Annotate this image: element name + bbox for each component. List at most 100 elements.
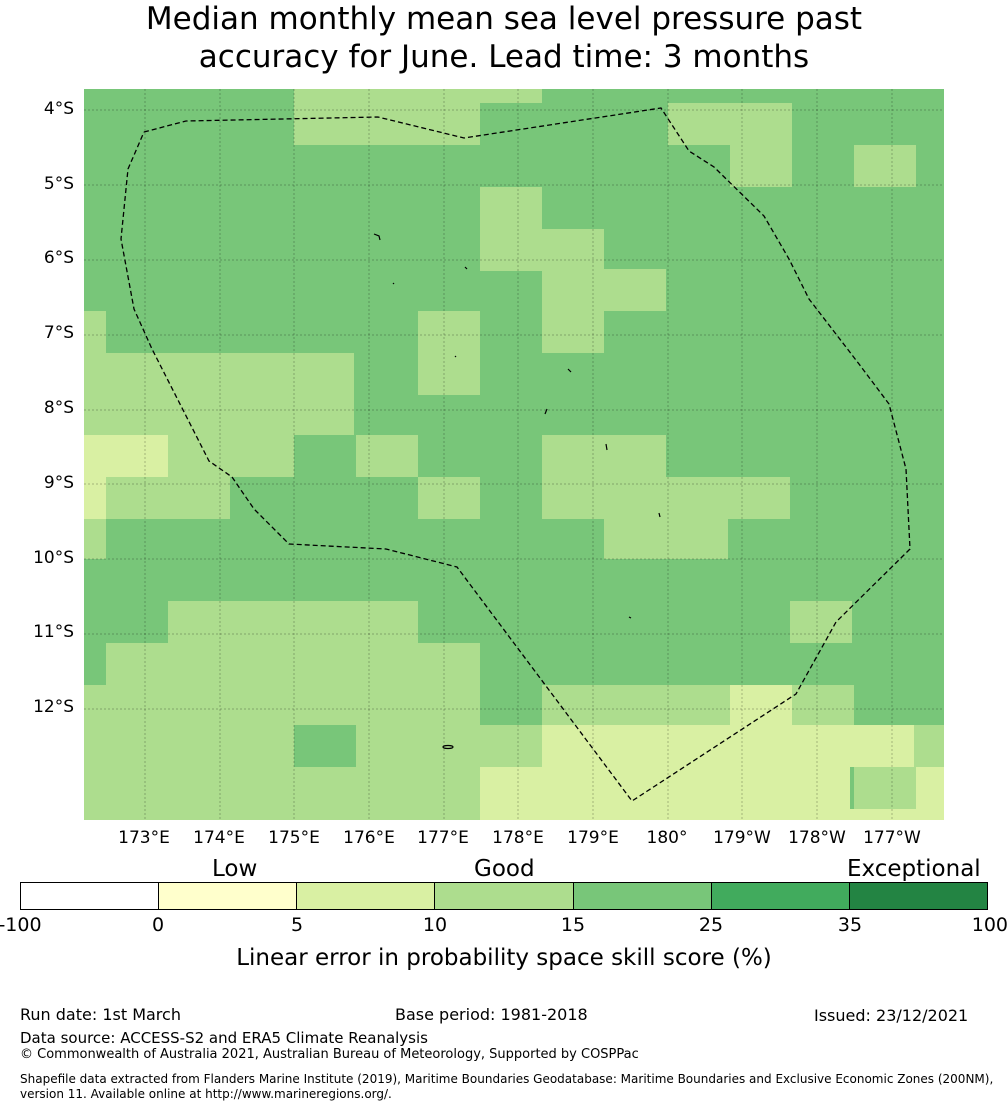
skill-cell (854, 767, 916, 809)
skill-score-map (84, 89, 944, 820)
island-outline (605, 443, 608, 451)
skill-cell (480, 229, 604, 271)
skill-cell (294, 103, 480, 145)
skill-cell (542, 435, 666, 477)
lon-label: 178°W (788, 828, 846, 848)
island-outline (544, 408, 548, 415)
skill-cell (542, 269, 666, 311)
lat-label: 9°S (43, 473, 74, 493)
colorbar (20, 882, 988, 910)
title-line-1: Median monthly mean sea level pressure p… (145, 1, 863, 37)
skill-cell (542, 311, 604, 353)
base-period: Base period: 1981-2018 (395, 1005, 588, 1024)
lon-label: 176°E (343, 828, 395, 848)
skill-cell (84, 767, 480, 820)
skill-cell (542, 685, 730, 725)
lat-label: 7°S (43, 323, 74, 343)
lon-label: 179°E (567, 828, 619, 848)
island-outlines (373, 233, 661, 750)
skill-cell (168, 435, 294, 477)
colorbar-segment (159, 883, 298, 909)
skill-cell (850, 809, 944, 820)
skill-cell (542, 725, 914, 767)
skill-cell (730, 145, 792, 187)
graticule-lines (84, 89, 944, 820)
skill-cell (790, 601, 852, 643)
colorbar-segment (435, 883, 574, 909)
lon-label: 178°E (492, 828, 544, 848)
island-outline (392, 282, 395, 285)
colorbar-segment (297, 883, 436, 909)
lon-label: 174°E (193, 828, 245, 848)
skill-cell (730, 685, 792, 725)
lon-label: 177°W (863, 828, 921, 848)
map-panel (84, 89, 944, 820)
lat-label: 5°S (43, 174, 74, 194)
island-outline (628, 616, 632, 619)
copyright-notice: © Commonwealth of Australia 2021, Austra… (20, 1047, 639, 1062)
shapefile-credit-line-1: Shapefile data extracted from Flanders M… (20, 1072, 994, 1086)
lon-label: 175°E (268, 828, 320, 848)
skill-cell (668, 103, 792, 145)
island-outline (567, 368, 572, 373)
skill-grid-cells (84, 89, 944, 820)
skill-cell (418, 311, 480, 395)
colorbar-segment (849, 883, 987, 909)
issued-date: Issued: 23/12/2021 (814, 1006, 969, 1025)
skill-cell (294, 725, 356, 767)
skill-cell (418, 477, 480, 519)
lon-label: 177°E (417, 828, 469, 848)
island-outline (464, 266, 468, 270)
skill-cell (480, 767, 850, 820)
island-outline (373, 233, 381, 241)
skill-cell (792, 685, 854, 725)
colorbar-tick: 100 (971, 914, 1008, 936)
lon-label: 173°E (118, 828, 170, 848)
colorbar-tick: 0 (151, 914, 165, 936)
colorbar-category-good: Good (474, 856, 535, 882)
lat-label: 8°S (43, 398, 74, 418)
skill-cell (854, 145, 916, 187)
skill-cell (84, 477, 106, 519)
lat-label: 11°S (33, 622, 74, 642)
colorbar-tick: 15 (560, 914, 586, 936)
skill-cell (914, 725, 944, 767)
skill-cell (106, 643, 480, 685)
skill-cell (168, 601, 418, 643)
skill-cell (106, 477, 230, 519)
lat-label: 4°S (43, 99, 74, 119)
island-outline (658, 512, 661, 518)
colorbar-tick: 35 (837, 914, 863, 936)
lat-label: 10°S (33, 548, 74, 568)
colorbar-segment (711, 883, 850, 909)
colorbar-category-exceptional: Exceptional (847, 856, 981, 882)
colorbar-tick: 5 (290, 914, 304, 936)
skill-cell (84, 435, 168, 477)
island-outline (442, 744, 454, 750)
title-line-2: accuracy for June. Lead time: 3 months (198, 39, 810, 75)
skill-cell (604, 519, 728, 559)
data-source: Data source: ACCESS-S2 and ERA5 Climate … (20, 1029, 428, 1047)
skill-cell (84, 353, 354, 435)
map-title: Median monthly mean sea level pressure p… (0, 0, 1008, 76)
skill-cell (542, 477, 790, 519)
lat-label: 12°S (33, 697, 74, 717)
lon-label: 179°W (713, 828, 771, 848)
skill-cell (294, 89, 542, 103)
colorbar-axis-label: Linear error in probability space skill … (236, 945, 772, 971)
skill-cell (84, 519, 106, 559)
run-date: Run date: 1st March (20, 1005, 181, 1024)
skill-cell (356, 435, 418, 477)
shapefile-credit-line-2: version 11. Available online at http://w… (20, 1087, 392, 1101)
colorbar-tick: 25 (698, 914, 724, 936)
skill-cell (84, 685, 480, 725)
eez-boundary-line (120, 107, 911, 802)
colorbar-tick: -100 (0, 914, 42, 936)
skill-cell (480, 187, 542, 229)
island-outline (454, 355, 457, 358)
colorbar-tick: 10 (422, 914, 448, 936)
colorbar-segment (21, 883, 160, 909)
skill-cell (84, 311, 106, 353)
lon-label: 180° (646, 828, 688, 848)
lat-label: 6°S (43, 248, 74, 268)
